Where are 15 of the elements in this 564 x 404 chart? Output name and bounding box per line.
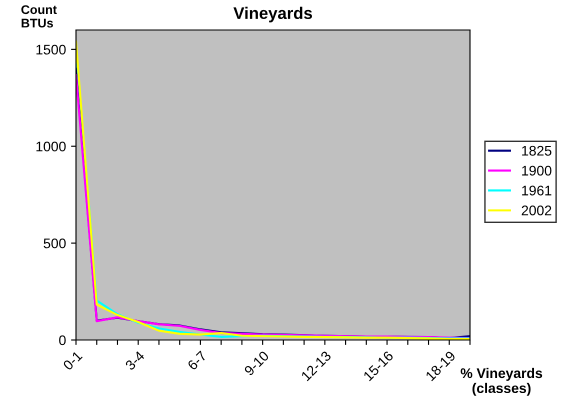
x-axis-title: % Vineyards (classes) <box>460 368 542 396</box>
chart-title: Vineyards <box>233 6 312 22</box>
y-tick-label: 0 <box>59 335 66 346</box>
x-tick-label: 6-7 <box>186 350 208 371</box>
legend-label: 1961 <box>522 186 552 196</box>
y-axis-title: Count BTUs <box>21 5 57 28</box>
legend-label: 1825 <box>522 146 552 156</box>
x-tick-label: 9-10 <box>244 350 270 376</box>
y-tick-label: 500 <box>44 238 66 248</box>
y-tick-label: 1000 <box>36 142 66 152</box>
x-tick-label: 3-4 <box>124 350 146 371</box>
y-tick-label: 1500 <box>36 44 66 55</box>
legend-label: 2002 <box>522 206 552 216</box>
x-tick-label: 0-1 <box>62 350 83 371</box>
legend-label: 1900 <box>522 166 552 176</box>
